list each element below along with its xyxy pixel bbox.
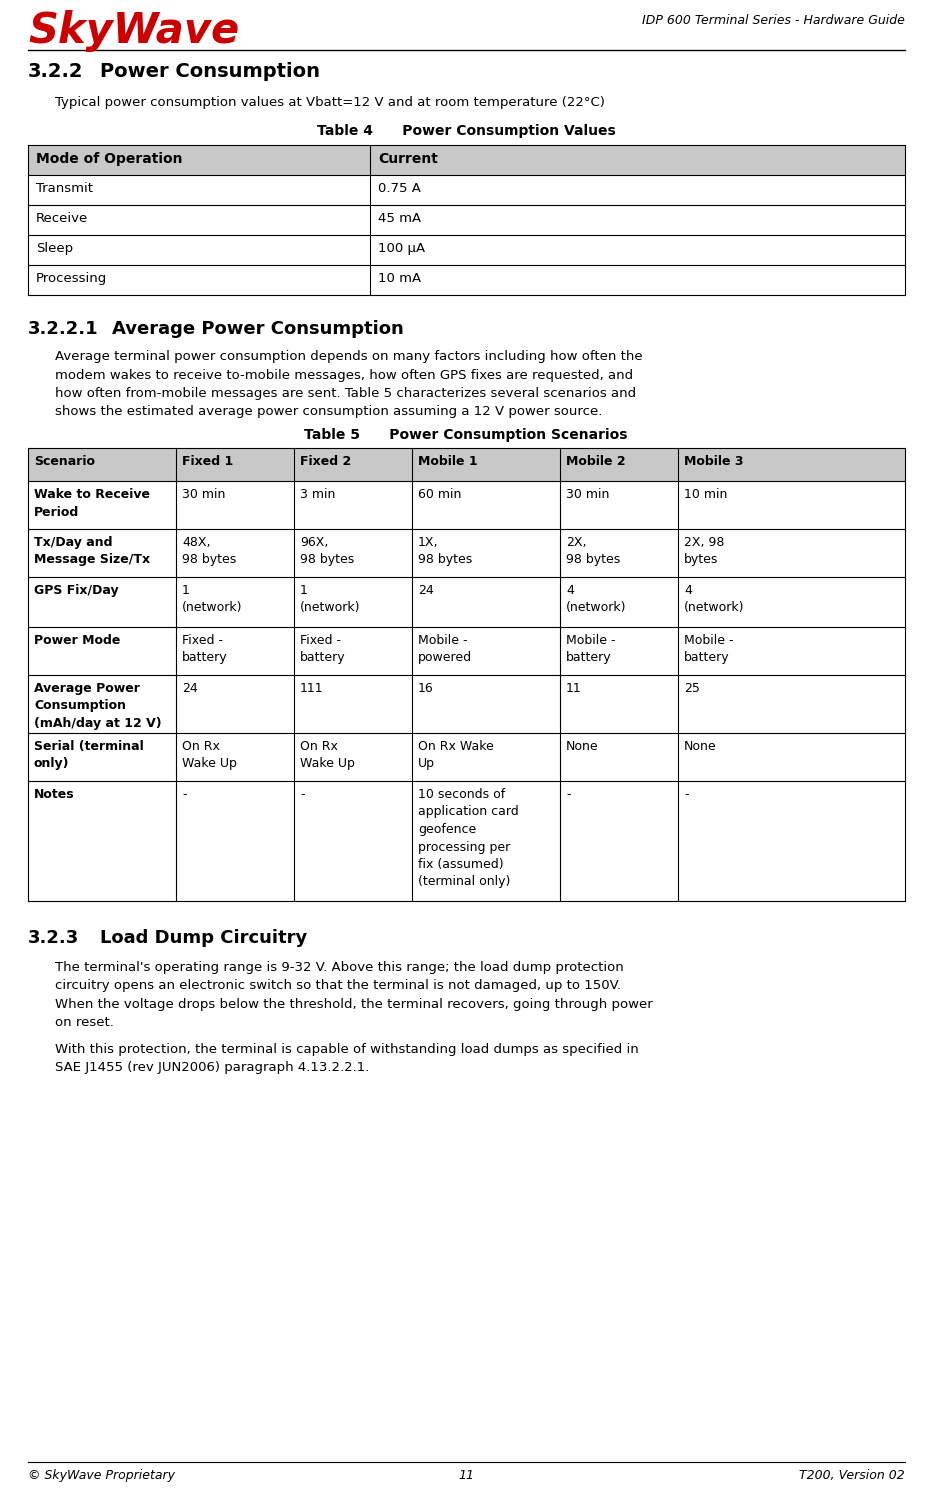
Text: Notes: Notes	[34, 788, 75, 802]
Text: -: -	[684, 788, 689, 802]
Text: 48X,
98 bytes: 48X, 98 bytes	[182, 536, 236, 566]
Text: 111: 111	[300, 682, 324, 696]
Text: 3.2.3: 3.2.3	[28, 929, 79, 947]
Text: -: -	[300, 788, 304, 802]
Text: Mobile 2: Mobile 2	[566, 455, 626, 467]
Text: 3 min: 3 min	[300, 488, 335, 502]
Text: 100 μA: 100 μA	[378, 242, 425, 255]
Text: 1X,
98 bytes: 1X, 98 bytes	[418, 536, 472, 566]
Text: Mobile -
battery: Mobile - battery	[684, 635, 733, 664]
Text: On Rx
Wake Up: On Rx Wake Up	[300, 741, 355, 770]
Bar	[28, 145, 905, 175]
Text: Tx/Day and
Message Size/Tx: Tx/Day and Message Size/Tx	[34, 536, 150, 566]
Text: Fixed 2: Fixed 2	[300, 455, 351, 467]
Text: 10 min: 10 min	[684, 488, 728, 502]
Text: 24: 24	[418, 584, 434, 597]
Text: GPS Fix/Day: GPS Fix/Day	[34, 584, 118, 597]
Text: Scenario: Scenario	[34, 455, 95, 467]
Text: Typical power consumption values at Vbatt=12 V and at room temperature (22°C): Typical power consumption values at Vbat…	[55, 96, 605, 109]
Text: Power Mode: Power Mode	[34, 635, 120, 646]
Text: 30 min: 30 min	[566, 488, 609, 502]
Text: 24: 24	[182, 682, 198, 696]
Text: Serial (terminal
only): Serial (terminal only)	[34, 741, 144, 770]
Bar	[28, 448, 905, 481]
Text: -: -	[566, 788, 570, 802]
Text: The terminal's operating range is 9-32 V. Above this range; the load dump protec: The terminal's operating range is 9-32 V…	[55, 961, 653, 1030]
Text: Receive: Receive	[36, 212, 89, 225]
Text: On Rx Wake
Up: On Rx Wake Up	[418, 741, 494, 770]
Text: Fixed -
battery: Fixed - battery	[300, 635, 345, 664]
Text: Load Dump Circuitry: Load Dump Circuitry	[100, 929, 307, 947]
Text: Mode of Operation: Mode of Operation	[36, 152, 183, 166]
Text: 2X, 98
bytes: 2X, 98 bytes	[684, 536, 724, 566]
Text: 10 seconds of
application card
geofence
processing per
fix (assumed)
(terminal o: 10 seconds of application card geofence …	[418, 788, 519, 888]
Text: 30 min: 30 min	[182, 488, 226, 502]
Text: Fixed -
battery: Fixed - battery	[182, 635, 228, 664]
Text: IDP 600 Terminal Series - Hardware Guide: IDP 600 Terminal Series - Hardware Guide	[642, 13, 905, 27]
Text: Mobile 1: Mobile 1	[418, 455, 478, 467]
Text: Current: Current	[378, 152, 438, 166]
Text: 16: 16	[418, 682, 434, 696]
Text: 1
(network): 1 (network)	[300, 584, 360, 615]
Text: 45 mA: 45 mA	[378, 212, 421, 225]
Text: 11: 11	[458, 1469, 474, 1483]
Text: 3.2.2: 3.2.2	[28, 63, 83, 81]
Text: © SkyWave Proprietary: © SkyWave Proprietary	[28, 1469, 175, 1483]
Text: Average terminal power consumption depends on many factors including how often t: Average terminal power consumption depen…	[55, 349, 643, 418]
Text: 4
(network): 4 (network)	[566, 584, 626, 615]
Text: SkyWave: SkyWave	[28, 10, 239, 52]
Text: Sleep: Sleep	[36, 242, 73, 255]
Text: 2X,
98 bytes: 2X, 98 bytes	[566, 536, 620, 566]
Text: Average Power
Consumption
(mAh/day at 12 V): Average Power Consumption (mAh/day at 12…	[34, 682, 161, 730]
Text: Mobile -
powered: Mobile - powered	[418, 635, 472, 664]
Text: Processing: Processing	[36, 272, 107, 285]
Text: 96X,
98 bytes: 96X, 98 bytes	[300, 536, 355, 566]
Text: Average Power Consumption: Average Power Consumption	[112, 320, 404, 337]
Text: Table 4      Power Consumption Values: Table 4 Power Consumption Values	[316, 124, 616, 137]
Text: None: None	[566, 741, 599, 752]
Text: Table 5      Power Consumption Scenarios: Table 5 Power Consumption Scenarios	[304, 428, 628, 442]
Text: 10 mA: 10 mA	[378, 272, 421, 285]
Text: None: None	[684, 741, 717, 752]
Text: Fixed 1: Fixed 1	[182, 455, 233, 467]
Text: 11: 11	[566, 682, 582, 696]
Text: 25: 25	[684, 682, 700, 696]
Text: 60 min: 60 min	[418, 488, 462, 502]
Text: 1
(network): 1 (network)	[182, 584, 243, 615]
Text: 3.2.2.1: 3.2.2.1	[28, 320, 99, 337]
Text: Wake to Receive
Period: Wake to Receive Period	[34, 488, 150, 518]
Text: -: -	[182, 788, 187, 802]
Text: 0.75 A: 0.75 A	[378, 182, 421, 196]
Text: Mobile -
battery: Mobile - battery	[566, 635, 616, 664]
Text: On Rx
Wake Up: On Rx Wake Up	[182, 741, 237, 770]
Text: Mobile 3: Mobile 3	[684, 455, 744, 467]
Text: Power Consumption: Power Consumption	[100, 63, 320, 81]
Text: With this protection, the terminal is capable of withstanding load dumps as spec: With this protection, the terminal is ca…	[55, 1044, 639, 1075]
Text: 4
(network): 4 (network)	[684, 584, 745, 615]
Text: T200, Version 02: T200, Version 02	[800, 1469, 905, 1483]
Text: Transmit: Transmit	[36, 182, 93, 196]
